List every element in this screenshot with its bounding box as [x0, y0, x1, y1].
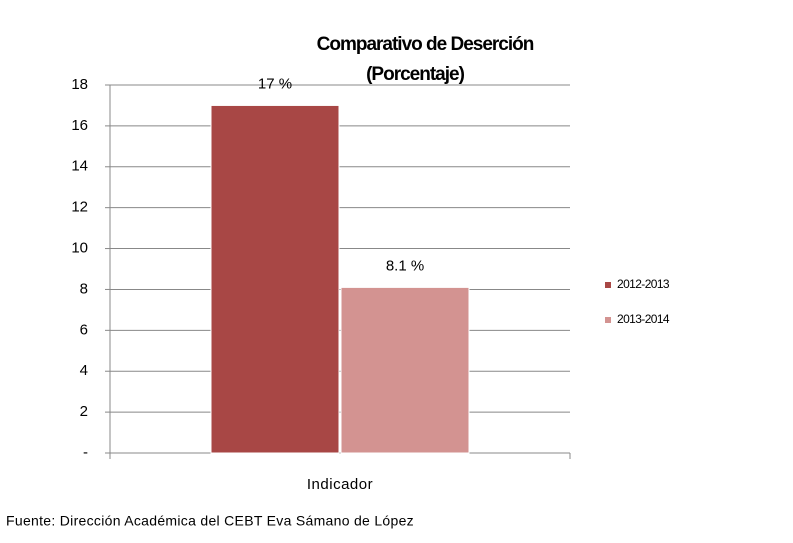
y-tick-label: 14 — [71, 158, 88, 175]
y-tick-label: 8 — [80, 280, 88, 297]
legend-swatch — [605, 282, 611, 288]
data-label: 17 % — [258, 75, 292, 92]
chart-title: Comparativo de Deserción — [317, 34, 534, 55]
data-label: 8.1 % — [386, 257, 424, 274]
source-note: Fuente: Dirección Académica del CEBT Eva… — [6, 513, 414, 529]
y-tick-label: 18 — [71, 76, 88, 93]
legend-label: 2012-2013 — [617, 277, 670, 291]
legend-swatch — [605, 317, 611, 323]
x-tick-label: Indicador — [307, 476, 373, 493]
y-tick-label: 6 — [80, 321, 88, 338]
legend-label: 2013-2014 — [617, 312, 670, 326]
y-tick-label: - — [83, 444, 88, 461]
chart-subtitle: (Porcentaje) — [366, 64, 464, 85]
bar — [210, 104, 340, 454]
y-tick-label: 2 — [80, 403, 88, 420]
bar — [340, 286, 470, 454]
y-tick-label: 10 — [71, 240, 88, 257]
y-tick-label: 12 — [71, 199, 88, 216]
y-tick-label: 16 — [71, 117, 88, 134]
y-tick-label: 4 — [80, 362, 88, 379]
